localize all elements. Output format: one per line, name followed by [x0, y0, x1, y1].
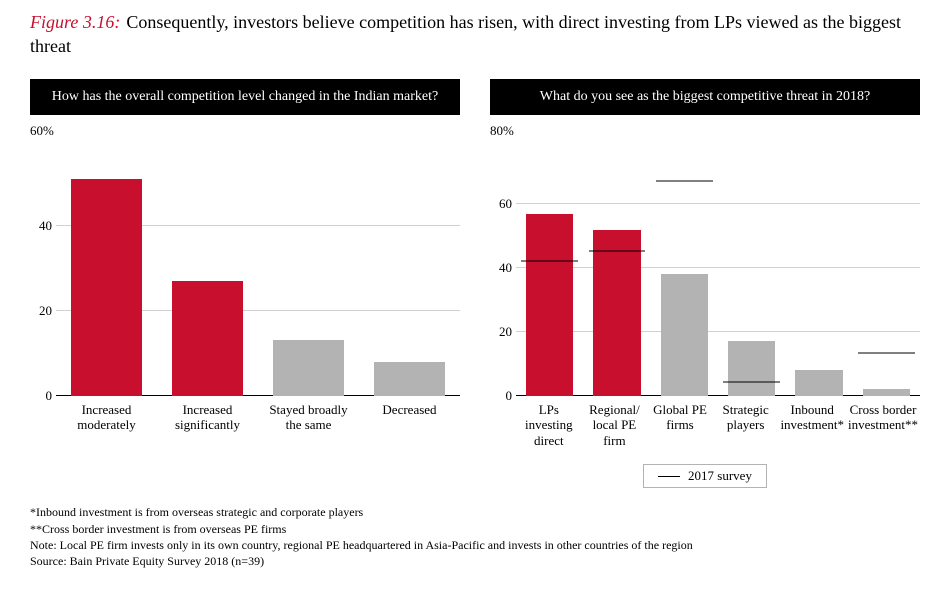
right-chart-ymax: 80% — [490, 123, 920, 139]
right-chart: What do you see as the biggest competiti… — [490, 79, 920, 489]
bar — [593, 230, 640, 396]
x-label: LPs investing direct — [516, 402, 582, 449]
figure-page: Figure 3.16:Consequently, investors beli… — [0, 0, 950, 609]
y-tick-label: 0 — [30, 388, 52, 404]
x-label: Increased significantly — [157, 402, 258, 433]
bar-slot — [258, 141, 359, 396]
bar-slot — [718, 141, 785, 396]
footnote-line: Note: Local PE firm invests only in its … — [30, 537, 920, 553]
y-tick-label: 0 — [490, 388, 512, 404]
y-tick-label: 20 — [490, 324, 512, 340]
left-chart: How has the overall competition level ch… — [30, 79, 460, 433]
footnote-line: *Inbound investment is from overseas str… — [30, 504, 920, 520]
bar — [728, 341, 775, 395]
left-chart-axis-block: 02040 Increased moderatelyIncreased sign… — [56, 141, 460, 433]
legend-label: 2017 survey — [688, 468, 752, 484]
right-chart-header: What do you see as the biggest competiti… — [490, 79, 920, 115]
right-chart-axis-block: 0204060 LPs investing directRegional/ lo… — [516, 141, 920, 449]
ref-line — [723, 381, 780, 382]
ref-line — [521, 260, 578, 261]
charts-row: How has the overall competition level ch… — [30, 79, 920, 489]
ref-line — [589, 251, 646, 252]
bar — [374, 362, 445, 396]
bar-slot — [651, 141, 718, 396]
bars-container — [516, 141, 920, 396]
footnote-line: Source: Bain Private Equity Survey 2018 … — [30, 553, 920, 569]
right-chart-plot: 0204060 — [516, 141, 920, 396]
bar-slot — [583, 141, 650, 396]
x-label: Strategic players — [713, 402, 779, 449]
bar-slot — [516, 141, 583, 396]
y-tick-label: 60 — [490, 196, 512, 212]
bar — [172, 281, 243, 396]
figure-title: Figure 3.16:Consequently, investors beli… — [30, 10, 920, 59]
footnotes: *Inbound investment is from overseas str… — [30, 504, 920, 569]
bar — [863, 389, 910, 395]
bar — [661, 274, 708, 395]
left-chart-ymax: 60% — [30, 123, 460, 139]
y-tick-label: 20 — [30, 303, 52, 319]
bar-slot — [157, 141, 258, 396]
bar-slot — [359, 141, 460, 396]
figure-caption: Consequently, investors believe competit… — [30, 12, 901, 56]
left-chart-xlabels: Increased moderatelyIncreased significan… — [56, 402, 460, 433]
ref-line — [656, 181, 713, 182]
left-chart-plot: 02040 — [56, 141, 460, 396]
bar — [273, 340, 344, 395]
y-tick-label: 40 — [30, 218, 52, 234]
legend-2017-survey: 2017 survey — [643, 464, 767, 488]
bar-slot — [785, 141, 852, 396]
bar-slot — [853, 141, 920, 396]
footnote-line: **Cross border investment is from overse… — [30, 521, 920, 537]
bar — [795, 370, 842, 396]
x-label: Inbound investment* — [778, 402, 846, 449]
ref-line — [858, 353, 915, 354]
x-label: Increased moderately — [56, 402, 157, 433]
x-label: Cross border investment** — [846, 402, 920, 449]
bar — [526, 214, 573, 396]
bar-slot — [56, 141, 157, 396]
x-label: Global PE firms — [647, 402, 713, 449]
x-label: Regional/ local PE firm — [582, 402, 648, 449]
bars-container — [56, 141, 460, 396]
y-tick-label: 40 — [490, 260, 512, 276]
right-chart-xlabels: LPs investing directRegional/ local PE f… — [516, 402, 920, 449]
x-label: Decreased — [359, 402, 460, 433]
bar — [71, 179, 142, 396]
x-label: Stayed broadly the same — [258, 402, 359, 433]
left-chart-header: How has the overall competition level ch… — [30, 79, 460, 115]
legend-line-icon — [658, 476, 680, 477]
figure-label: Figure 3.16: — [30, 12, 120, 32]
